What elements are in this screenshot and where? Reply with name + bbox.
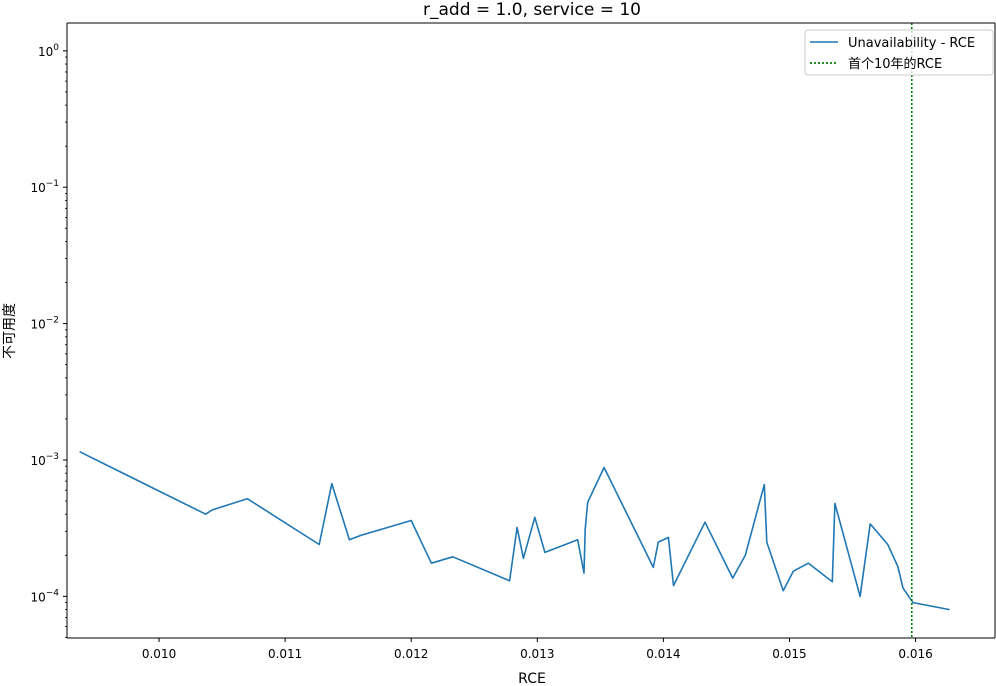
chart-title: r_add = 1.0, service = 10 bbox=[423, 0, 641, 20]
x-tick-label-4: 0.014 bbox=[646, 647, 680, 661]
x-tick-label-2: 0.012 bbox=[394, 647, 428, 661]
legend-box bbox=[804, 29, 994, 76]
x-axis-title: RCE bbox=[518, 671, 546, 686]
legend-label-unavailability: Unavailability - RCE bbox=[848, 36, 975, 51]
y-tick-label-1: 10−3 bbox=[30, 452, 59, 468]
y-tick-label-0: 10−4 bbox=[30, 588, 59, 604]
legend: Unavailability - RCE 首个10年的RCE bbox=[804, 29, 994, 76]
y-tick-label-4: 100 bbox=[38, 43, 59, 59]
series-layer bbox=[79, 23, 950, 638]
x-tick-label-5: 0.015 bbox=[772, 647, 806, 661]
x-tick-label-6: 0.016 bbox=[898, 647, 932, 661]
y-tick-label-2: 10−2 bbox=[30, 316, 59, 332]
x-tick-label-0: 0.010 bbox=[142, 647, 176, 661]
legend-label-first-10-years-rce: 首个10年的RCE bbox=[848, 56, 942, 72]
x-tick-label-3: 0.013 bbox=[520, 647, 554, 661]
axes-layer: 0.010 0.011 0.012 0.013 0.014 0.015 0.016 10−4 1… bbox=[30, 22, 996, 661]
y-axis-title: 不可用度 bbox=[2, 303, 18, 359]
series-line-0 bbox=[79, 450, 950, 611]
x-tick-label-1: 0.011 bbox=[268, 647, 302, 661]
y-tick-label-3: 10−1 bbox=[30, 179, 59, 195]
